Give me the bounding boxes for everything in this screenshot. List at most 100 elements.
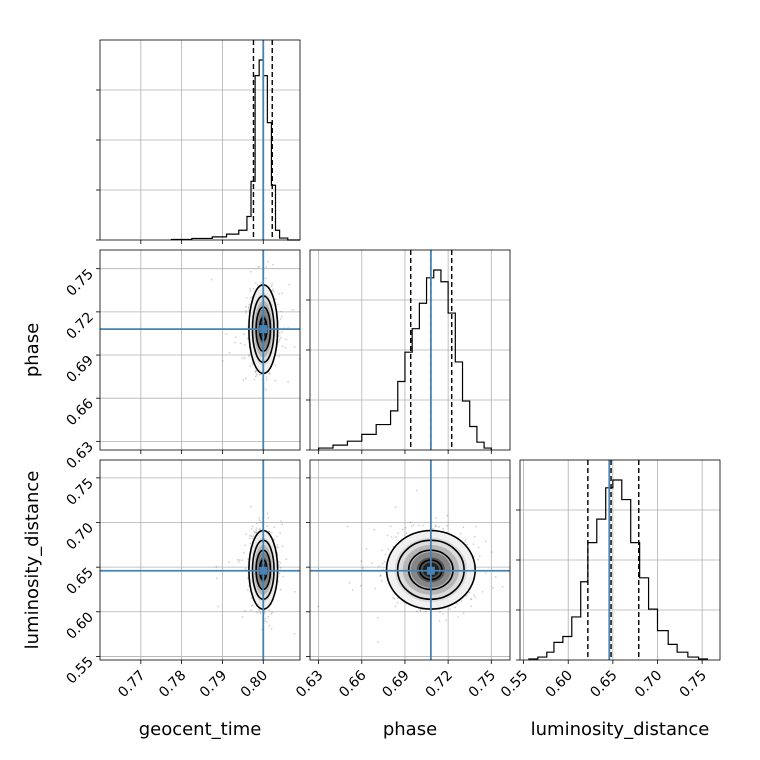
sample-point [243,333,246,336]
joint-panel-geocent-time-vs-phase [96,249,301,454]
y-tick-label: 0.55 [63,654,96,687]
grid [310,460,510,660]
sample-point [270,285,273,288]
sample-point [465,594,468,597]
sample-point [468,591,471,594]
sample-point [250,609,253,611]
sample-point [314,560,316,562]
sample-point [401,528,404,531]
sample-point [494,576,497,578]
sample-point [258,373,261,376]
sample-point [281,523,284,526]
x-tick-label: 0.55 [498,668,531,701]
sample-point [251,604,254,607]
sample-point [251,363,254,366]
sample-point [284,346,287,349]
sample-point [464,541,466,543]
sample-point [250,270,252,273]
sample-point [276,543,279,546]
sample-point [267,260,269,263]
sample-point [464,538,467,541]
joint-panel-phase-vs-luminosity-distance [306,459,514,664]
sample-point [255,531,258,534]
sample-point [361,567,364,569]
marginal-panel-geocent-time [96,39,301,244]
sample-point [267,517,270,519]
sample-point [492,586,494,589]
y-axis-label-luminosity-distance: luminosity_distance [22,471,43,650]
sample-point [435,517,437,519]
sample-point [381,562,384,565]
sample-point [216,577,219,580]
sample-point [279,567,282,569]
sample-point [405,532,408,535]
sample-point [251,605,253,607]
sample-point [258,528,261,530]
sample-point [217,605,220,608]
sample-point [249,288,251,290]
sample-point [278,564,280,567]
sample-point [484,540,487,543]
sample-point [446,525,448,527]
sample-point [249,296,252,299]
y-tick-label: 0.60 [63,609,96,642]
sample-point [248,355,251,357]
x-tick-label: 0.60 [543,668,576,701]
sample-point [255,531,257,534]
sample-point [251,537,254,539]
sample-point [246,337,249,340]
sample-point [265,266,268,268]
sample-point [245,297,248,299]
sample-point [294,591,296,593]
x-tick-label: 0.63 [293,668,326,701]
sample-point [419,608,422,611]
sample-point [278,338,281,341]
y-tick-label: 0.70 [63,520,96,553]
truth-marker [426,566,435,575]
sample-point [258,609,260,612]
sample-point [245,533,247,535]
sample-point [395,536,397,538]
sample-point [253,530,255,533]
sample-point [377,617,379,619]
x-axis-label-luminosity-distance: luminosity_distance [531,719,710,740]
sample-point [269,372,271,375]
sample-point [360,584,362,587]
sample-point [256,283,259,286]
sample-point [233,341,236,344]
sample-point [281,545,284,548]
sample-point [252,288,255,290]
sample-point [228,351,231,354]
sample-point [512,564,514,566]
sample-point [374,587,377,590]
sample-point [274,298,277,300]
sample-point [293,346,296,348]
sample-point [394,506,397,509]
sample-point [280,315,283,318]
sample-point [274,379,277,382]
sample-point [221,360,224,362]
sample-point [256,266,259,268]
sample-point [438,620,441,622]
sample-point [273,538,276,541]
sample-point [392,596,394,599]
sample-point [380,549,383,552]
sample-point [279,531,281,534]
x-tick-label: 0.66 [336,667,369,700]
sample-point [287,381,289,383]
truth-marker [259,325,268,334]
sample-point [276,303,279,306]
sample-point [272,288,274,291]
y-tick-label: 0.75 [63,475,96,508]
sample-point [280,336,282,339]
sample-point [434,525,437,528]
sample-point [241,616,244,618]
grid [520,460,720,660]
sample-point [260,281,262,284]
sample-point [473,594,475,596]
y-tick-label: 0.66 [63,396,96,429]
sample-point [259,528,262,531]
sample-point [459,532,462,535]
sample-point [279,588,282,591]
sample-point [304,536,306,538]
